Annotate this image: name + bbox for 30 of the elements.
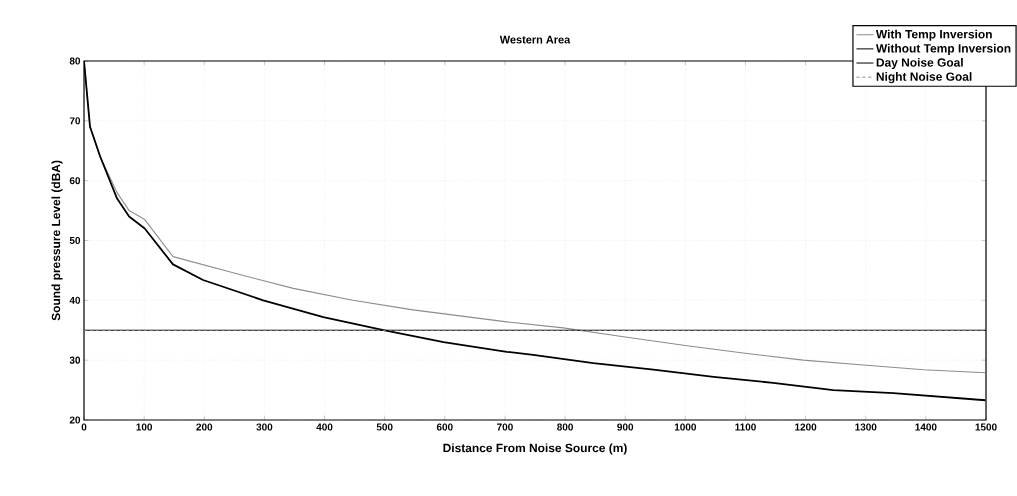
y-tick-label: 60 [69, 177, 81, 185]
x-tick-label: 300 [256, 423, 273, 431]
x-tick-label: 400 [316, 423, 333, 431]
y-tick-label: 20 [69, 416, 81, 424]
x-tick-label: 0 [81, 423, 87, 431]
legend-label: Without Temp Inversion [875, 43, 1011, 55]
x-tick-label: 800 [557, 423, 573, 431]
x-tick-label: 200 [196, 423, 213, 431]
x-tick-label: 1400 [915, 423, 937, 431]
legend-label: Day Noise Goal [876, 57, 963, 70]
x-tick-label: 1500 [975, 423, 997, 431]
x-tick-label: 100 [136, 423, 153, 431]
x-tick-label: 500 [376, 423, 393, 431]
x-tick-label: 1000 [674, 423, 697, 431]
y-tick-label: 70 [69, 117, 81, 125]
x-tick-label: 600 [436, 423, 453, 431]
x-tick-label: 1200 [795, 423, 817, 431]
y-axis-title: Sound pressure Level (dBA) [51, 160, 63, 321]
legend-label: Night Noise Goal [876, 72, 972, 84]
y-tick-label: 80 [69, 57, 81, 65]
y-tick-label: 40 [69, 296, 81, 304]
x-tick-label: 700 [497, 423, 513, 431]
x-tick-label: 900 [617, 423, 634, 431]
y-tick-label: 50 [69, 236, 81, 245]
y-tick-label: 30 [69, 356, 81, 364]
x-axis-title: Distance From Noise Source (m) [443, 443, 627, 455]
legend-label: With Temp Inversion [875, 29, 992, 41]
x-tick-label: 1300 [855, 423, 877, 431]
x-tick-label: 1100 [735, 423, 756, 431]
chart-title: Western Area [499, 35, 571, 44]
